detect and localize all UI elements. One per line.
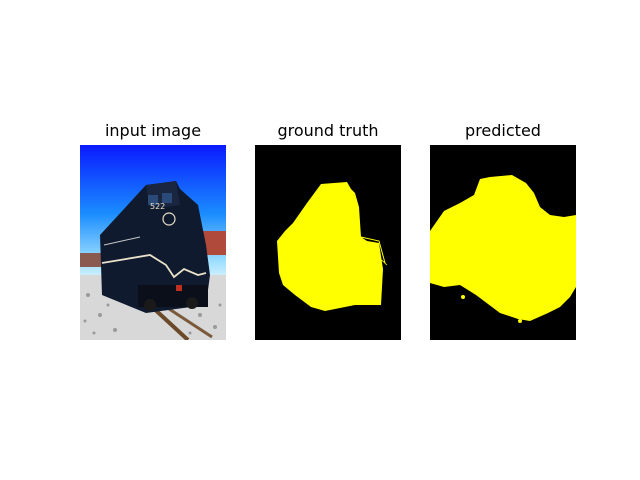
predicted-panel xyxy=(430,145,576,340)
ground-truth-panel xyxy=(255,145,401,340)
input-image-panel: 522 xyxy=(80,145,226,340)
input-image-title: input image xyxy=(104,121,202,140)
predicted-title: predicted xyxy=(465,121,541,140)
predicted-mask xyxy=(430,145,576,340)
ground-truth-title: ground truth xyxy=(277,121,379,140)
train-photo: 522 xyxy=(80,145,226,340)
ground-truth-mask xyxy=(255,145,401,340)
locomotive-number: 522 xyxy=(150,202,165,211)
